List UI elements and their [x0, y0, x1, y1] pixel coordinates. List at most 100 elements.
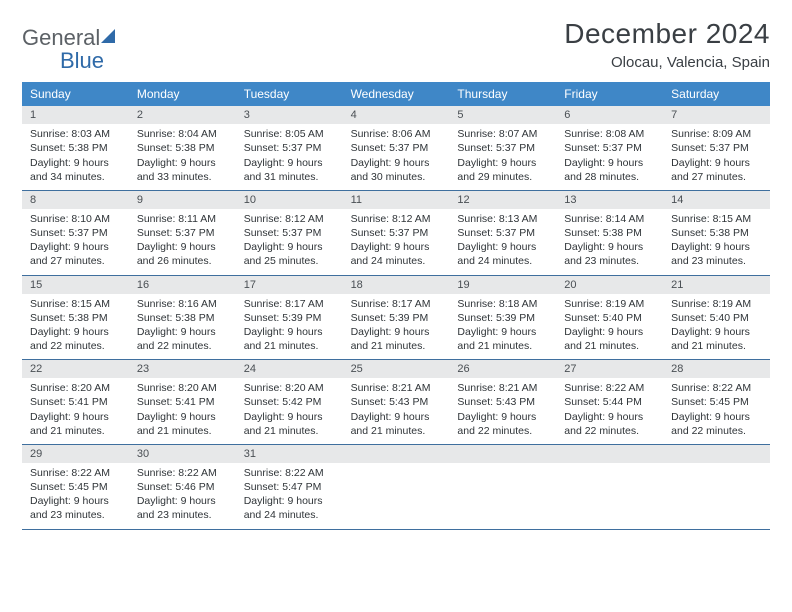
- page-title: December 2024: [564, 18, 770, 50]
- calendar-day-cell: 4Sunrise: 8:06 AMSunset: 5:37 PMDaylight…: [343, 106, 450, 190]
- day-details: Sunrise: 8:22 AMSunset: 5:44 PMDaylight:…: [556, 378, 663, 444]
- day-number: 29: [22, 445, 129, 463]
- daylight-line: Daylight: 9 hours and 23 minutes.: [30, 494, 121, 522]
- day-number: 3: [236, 106, 343, 124]
- location-text: Olocau, Valencia, Spain: [564, 54, 770, 71]
- calendar-day-cell: 7Sunrise: 8:09 AMSunset: 5:37 PMDaylight…: [663, 106, 770, 190]
- daylight-line: Daylight: 9 hours and 21 minutes.: [244, 325, 335, 353]
- calendar-empty-cell: [663, 445, 770, 529]
- sunrise-line: Sunrise: 8:20 AM: [137, 381, 228, 395]
- day-details-empty: [663, 463, 770, 515]
- day-details: Sunrise: 8:14 AMSunset: 5:38 PMDaylight:…: [556, 209, 663, 275]
- calendar-day-cell: 25Sunrise: 8:21 AMSunset: 5:43 PMDayligh…: [343, 360, 450, 444]
- sunset-line: Sunset: 5:40 PM: [671, 311, 762, 325]
- sunset-line: Sunset: 5:46 PM: [137, 480, 228, 494]
- day-number: 2: [129, 106, 236, 124]
- day-number: 9: [129, 191, 236, 209]
- sunrise-line: Sunrise: 8:07 AM: [457, 127, 548, 141]
- calendar-day-cell: 22Sunrise: 8:20 AMSunset: 5:41 PMDayligh…: [22, 360, 129, 444]
- day-details: Sunrise: 8:03 AMSunset: 5:38 PMDaylight:…: [22, 124, 129, 190]
- day-number: 24: [236, 360, 343, 378]
- calendar-day-cell: 2Sunrise: 8:04 AMSunset: 5:38 PMDaylight…: [129, 106, 236, 190]
- calendar-day-cell: 9Sunrise: 8:11 AMSunset: 5:37 PMDaylight…: [129, 191, 236, 275]
- sunset-line: Sunset: 5:39 PM: [351, 311, 442, 325]
- day-details: Sunrise: 8:20 AMSunset: 5:41 PMDaylight:…: [129, 378, 236, 444]
- brand-triangle-icon: [101, 29, 115, 43]
- sunset-line: Sunset: 5:37 PM: [244, 226, 335, 240]
- page-header: GeneralBlue December 2024 Olocau, Valenc…: [22, 18, 770, 72]
- day-details: Sunrise: 8:05 AMSunset: 5:37 PMDaylight:…: [236, 124, 343, 190]
- daylight-line: Daylight: 9 hours and 29 minutes.: [457, 156, 548, 184]
- weekday-header: Thursday: [449, 82, 556, 106]
- day-number: 16: [129, 276, 236, 294]
- sunrise-line: Sunrise: 8:12 AM: [351, 212, 442, 226]
- calendar-day-cell: 3Sunrise: 8:05 AMSunset: 5:37 PMDaylight…: [236, 106, 343, 190]
- day-number: 22: [22, 360, 129, 378]
- day-details: Sunrise: 8:10 AMSunset: 5:37 PMDaylight:…: [22, 209, 129, 275]
- day-number: 26: [449, 360, 556, 378]
- sunset-line: Sunset: 5:37 PM: [351, 141, 442, 155]
- day-number: 7: [663, 106, 770, 124]
- daylight-line: Daylight: 9 hours and 31 minutes.: [244, 156, 335, 184]
- day-number-empty: [449, 445, 556, 463]
- day-number-empty: [343, 445, 450, 463]
- sunrise-line: Sunrise: 8:21 AM: [457, 381, 548, 395]
- calendar-day-cell: 12Sunrise: 8:13 AMSunset: 5:37 PMDayligh…: [449, 191, 556, 275]
- day-details-empty: [449, 463, 556, 515]
- sunrise-line: Sunrise: 8:22 AM: [30, 466, 121, 480]
- daylight-line: Daylight: 9 hours and 21 minutes.: [564, 325, 655, 353]
- sunrise-line: Sunrise: 8:10 AM: [30, 212, 121, 226]
- sunrise-line: Sunrise: 8:20 AM: [30, 381, 121, 395]
- day-details: Sunrise: 8:17 AMSunset: 5:39 PMDaylight:…: [236, 294, 343, 360]
- calendar-week-row: 22Sunrise: 8:20 AMSunset: 5:41 PMDayligh…: [22, 360, 770, 445]
- daylight-line: Daylight: 9 hours and 22 minutes.: [564, 410, 655, 438]
- sunrise-line: Sunrise: 8:08 AM: [564, 127, 655, 141]
- sunset-line: Sunset: 5:37 PM: [244, 141, 335, 155]
- daylight-line: Daylight: 9 hours and 23 minutes.: [671, 240, 762, 268]
- day-details: Sunrise: 8:08 AMSunset: 5:37 PMDaylight:…: [556, 124, 663, 190]
- calendar-day-cell: 10Sunrise: 8:12 AMSunset: 5:37 PMDayligh…: [236, 191, 343, 275]
- daylight-line: Daylight: 9 hours and 21 minutes.: [244, 410, 335, 438]
- day-details: Sunrise: 8:16 AMSunset: 5:38 PMDaylight:…: [129, 294, 236, 360]
- day-details: Sunrise: 8:04 AMSunset: 5:38 PMDaylight:…: [129, 124, 236, 190]
- calendar-day-cell: 14Sunrise: 8:15 AMSunset: 5:38 PMDayligh…: [663, 191, 770, 275]
- sunset-line: Sunset: 5:45 PM: [671, 395, 762, 409]
- day-details-empty: [556, 463, 663, 515]
- calendar-page: GeneralBlue December 2024 Olocau, Valenc…: [0, 0, 792, 540]
- sunset-line: Sunset: 5:40 PM: [564, 311, 655, 325]
- sunset-line: Sunset: 5:47 PM: [244, 480, 335, 494]
- calendar-day-cell: 15Sunrise: 8:15 AMSunset: 5:38 PMDayligh…: [22, 276, 129, 360]
- day-details: Sunrise: 8:18 AMSunset: 5:39 PMDaylight:…: [449, 294, 556, 360]
- daylight-line: Daylight: 9 hours and 22 minutes.: [671, 410, 762, 438]
- daylight-line: Daylight: 9 hours and 22 minutes.: [457, 410, 548, 438]
- day-details: Sunrise: 8:19 AMSunset: 5:40 PMDaylight:…: [663, 294, 770, 360]
- sunrise-line: Sunrise: 8:22 AM: [244, 466, 335, 480]
- daylight-line: Daylight: 9 hours and 21 minutes.: [457, 325, 548, 353]
- day-details: Sunrise: 8:22 AMSunset: 5:46 PMDaylight:…: [129, 463, 236, 529]
- sunrise-line: Sunrise: 8:06 AM: [351, 127, 442, 141]
- sunset-line: Sunset: 5:42 PM: [244, 395, 335, 409]
- sunrise-line: Sunrise: 8:22 AM: [671, 381, 762, 395]
- daylight-line: Daylight: 9 hours and 21 minutes.: [351, 410, 442, 438]
- sunset-line: Sunset: 5:38 PM: [564, 226, 655, 240]
- calendar-day-cell: 21Sunrise: 8:19 AMSunset: 5:40 PMDayligh…: [663, 276, 770, 360]
- calendar-day-cell: 30Sunrise: 8:22 AMSunset: 5:46 PMDayligh…: [129, 445, 236, 529]
- daylight-line: Daylight: 9 hours and 21 minutes.: [137, 410, 228, 438]
- sunrise-line: Sunrise: 8:19 AM: [564, 297, 655, 311]
- day-number: 21: [663, 276, 770, 294]
- sunrise-line: Sunrise: 8:12 AM: [244, 212, 335, 226]
- daylight-line: Daylight: 9 hours and 21 minutes.: [671, 325, 762, 353]
- sunrise-line: Sunrise: 8:13 AM: [457, 212, 548, 226]
- weekday-header: Monday: [129, 82, 236, 106]
- sunrise-line: Sunrise: 8:22 AM: [137, 466, 228, 480]
- calendar-day-cell: 17Sunrise: 8:17 AMSunset: 5:39 PMDayligh…: [236, 276, 343, 360]
- sunset-line: Sunset: 5:38 PM: [137, 311, 228, 325]
- calendar-day-cell: 6Sunrise: 8:08 AMSunset: 5:37 PMDaylight…: [556, 106, 663, 190]
- day-details: Sunrise: 8:21 AMSunset: 5:43 PMDaylight:…: [449, 378, 556, 444]
- day-details: Sunrise: 8:17 AMSunset: 5:39 PMDaylight:…: [343, 294, 450, 360]
- calendar-day-cell: 16Sunrise: 8:16 AMSunset: 5:38 PMDayligh…: [129, 276, 236, 360]
- calendar-empty-cell: [343, 445, 450, 529]
- sunrise-line: Sunrise: 8:05 AM: [244, 127, 335, 141]
- daylight-line: Daylight: 9 hours and 21 minutes.: [30, 410, 121, 438]
- sunset-line: Sunset: 5:37 PM: [351, 226, 442, 240]
